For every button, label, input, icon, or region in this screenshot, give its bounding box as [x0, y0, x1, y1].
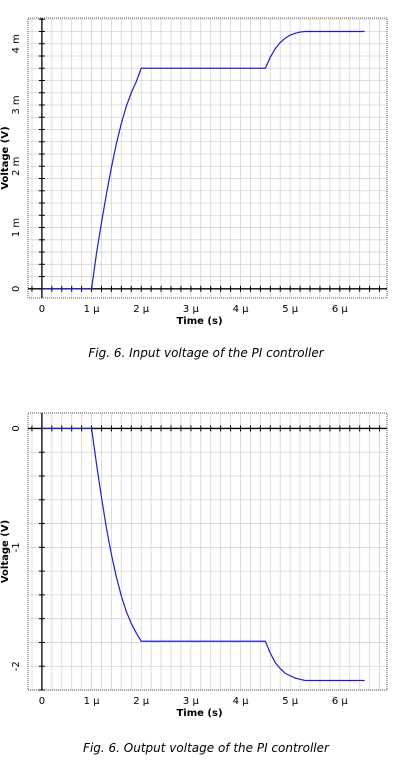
x-tick-label: 0: [39, 304, 45, 315]
y-tick-label: 0: [11, 286, 22, 292]
x-tick-label: 6 µ: [332, 696, 349, 707]
figure-caption: Fig. 6. Input voltage of the PI controll…: [88, 346, 324, 360]
x-axis-title: Time (s): [176, 316, 222, 327]
x-tick-label: 4 µ: [233, 696, 250, 707]
x-tick-label: 2 µ: [133, 304, 150, 315]
chart-1: 0 1 µ 2 µ 3 µ 4 µ 5 µ 6 µ 0 1 m 2 m 3 m 4 m Time (s)…: [0, 17, 388, 360]
y-tick-label: 4 m: [11, 34, 22, 53]
plot-frame: [27, 17, 388, 299]
grid: [28, 413, 387, 691]
x-tick-label: 5 µ: [282, 696, 299, 707]
y-axis-title: Voltage (V): [0, 126, 11, 189]
y-tick-label: -2: [11, 661, 22, 671]
grid: [28, 18, 387, 298]
x-tick-label: 6 µ: [332, 304, 349, 315]
y-axis-title: Voltage (V): [0, 520, 11, 583]
y-tick-label: 1 m: [11, 218, 22, 237]
x-tick-label: 2 µ: [133, 696, 150, 707]
x-tick-label: 5 µ: [282, 304, 299, 315]
y-tick-label: -1: [11, 542, 22, 552]
y-tick-label: 3 m: [11, 95, 22, 114]
x-axis-title: Time (s): [176, 708, 222, 719]
series-line: [41, 30, 365, 290]
y-tick-label: 0: [11, 425, 22, 431]
chart-2: 0 1 µ 2 µ 3 µ 4 µ 5 µ 6 µ 0 -1 -2 Time (s) Voltage …: [0, 412, 388, 755]
y-tick-label: 2 m: [11, 157, 22, 176]
x-tick-label: 1 µ: [84, 696, 101, 707]
x-tick-label: 3 µ: [183, 696, 200, 707]
x-tick-label: 3 µ: [183, 304, 200, 315]
x-tick-label: 4 µ: [233, 304, 250, 315]
figure-caption: Fig. 6. Output voltage of the PI control…: [83, 741, 330, 755]
series-line: [41, 427, 365, 682]
x-tick-label: 0: [39, 696, 45, 707]
x-tick-label: 1 µ: [84, 304, 101, 315]
